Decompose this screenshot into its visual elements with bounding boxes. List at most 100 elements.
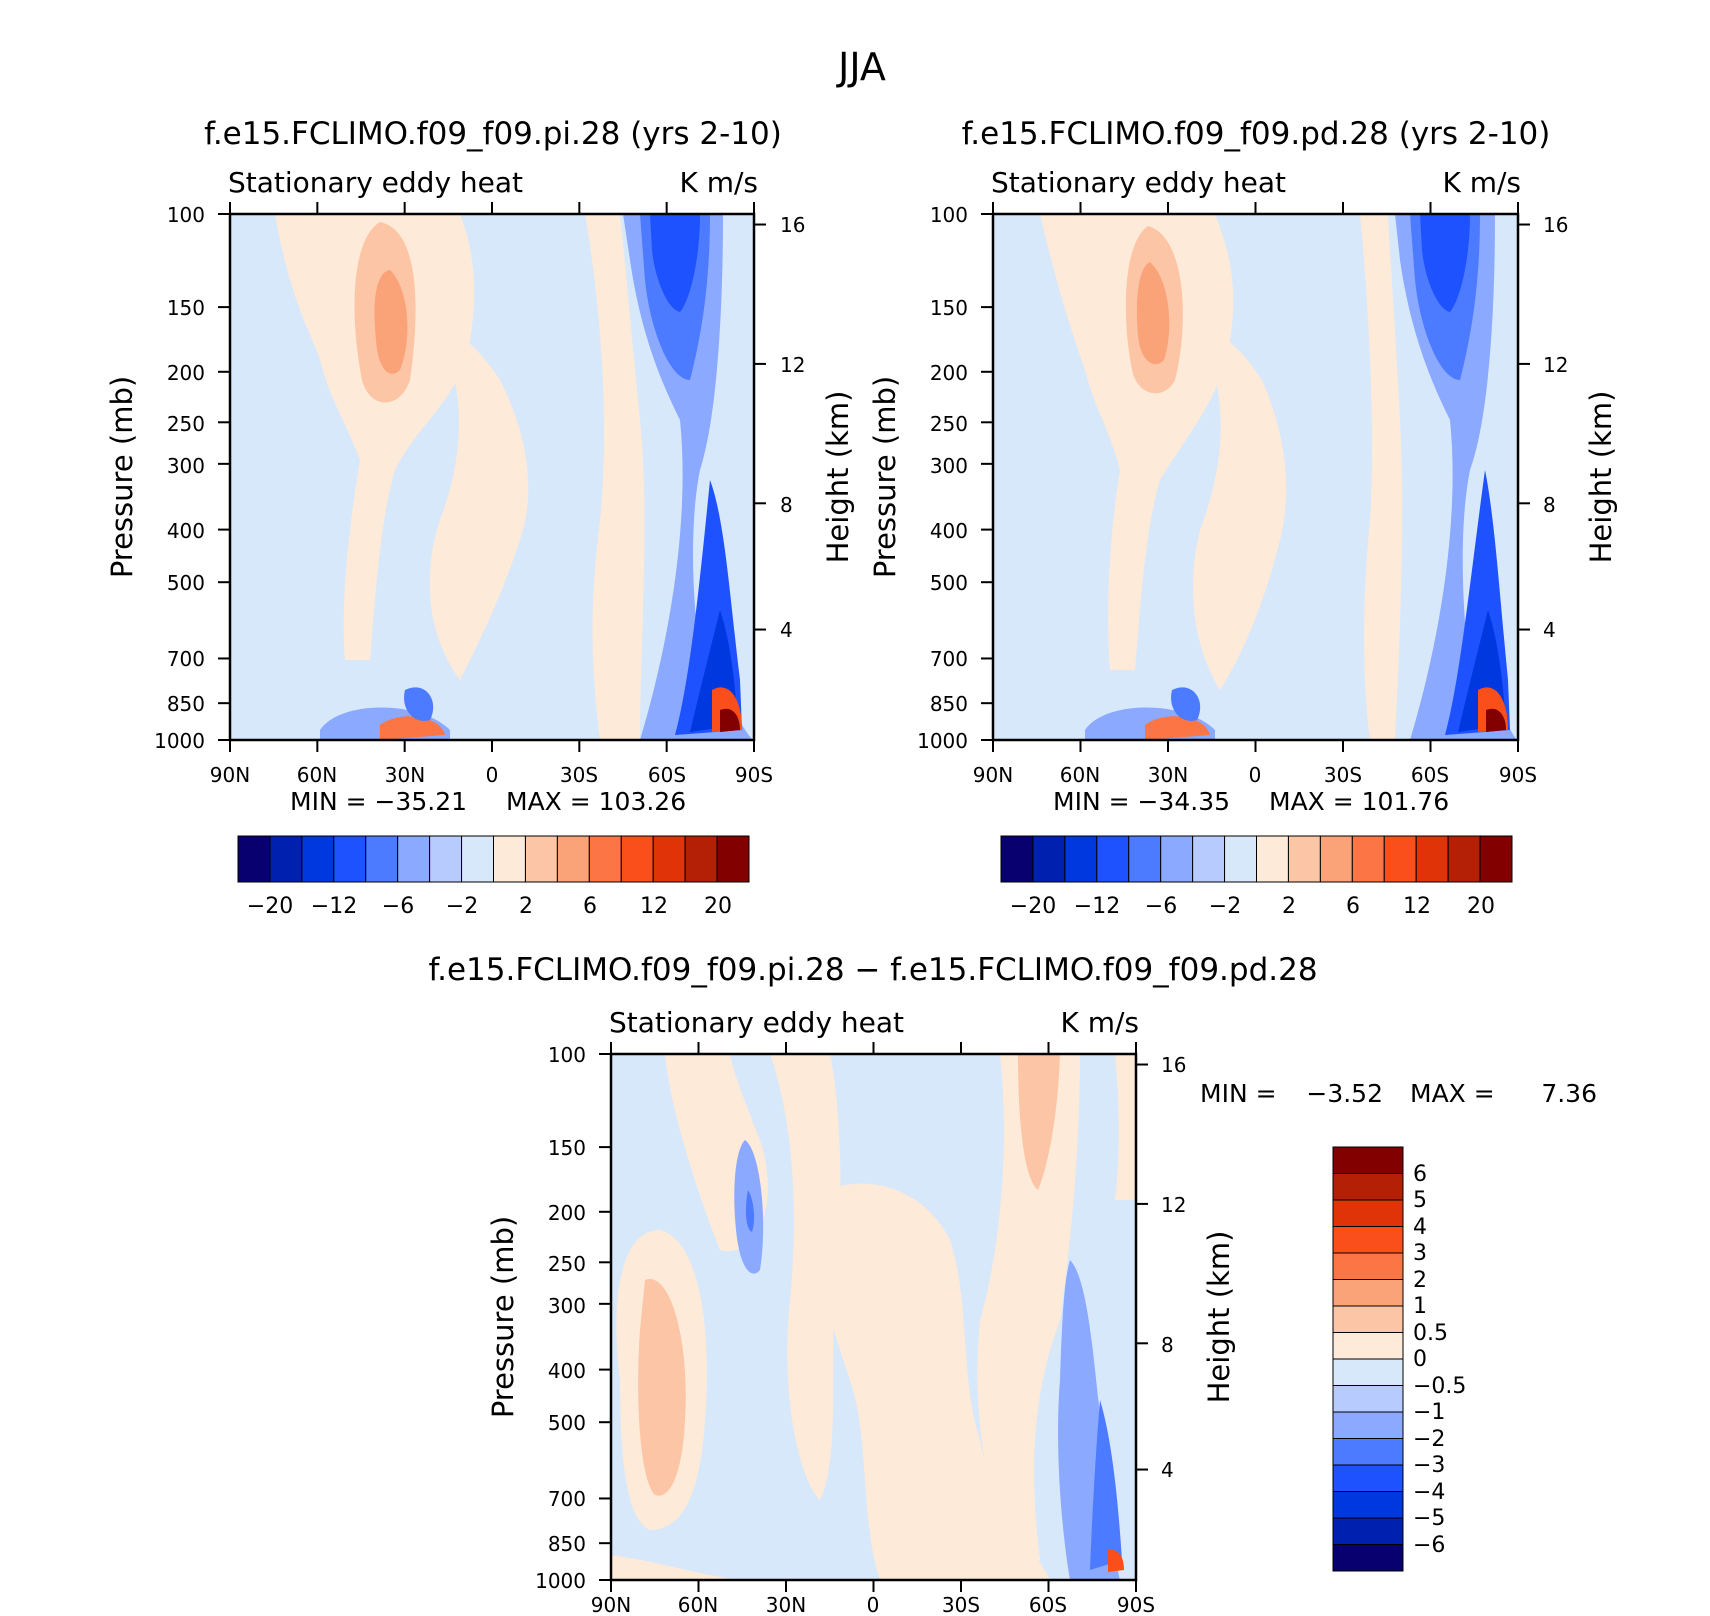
cbar-label: 2 [1413,1268,1427,1293]
ytick-right: 4 [1543,618,1556,642]
negative-region [1395,214,1518,740]
ytick-right: 4 [1161,1458,1174,1482]
positive-region [1192,330,1287,690]
positive-extreme [720,708,740,732]
colorbar-swatch [1479,835,1513,883]
positive-region [380,716,445,740]
ytick-right: 12 [1161,1193,1186,1217]
xtick: 90S [1117,1593,1155,1616]
ytick-right: 16 [780,213,805,237]
ytick: 300 [930,454,968,478]
ytick-right: 12 [1543,353,1568,377]
cbar-label: 0 [1413,1347,1427,1372]
positive-extreme [1108,1549,1124,1572]
ytick: 250 [548,1252,586,1276]
colorbar-swatch [1319,835,1353,883]
colorbar-swatch [1332,1491,1404,1519]
panel-3-y-ticks: 100 150 200 250 300 400 500 700 850 1000 [535,1043,586,1593]
negative-core [650,214,700,312]
panel-2-y-ticks: 100 150 200 250 300 400 500 700 850 1000 [917,203,968,753]
cbar-label: 0.5 [1413,1321,1448,1346]
panel-2-max: MAX = 101.76 [1269,787,1449,816]
xtick: 0 [867,1593,880,1616]
panel-2-ylabel-right: Height (km) [1584,391,1618,564]
ytick: 1000 [917,729,968,753]
cbar-label: −6 [382,894,414,919]
xtick: 30N [1148,763,1188,787]
ytick: 300 [167,454,205,478]
xtick: 90N [591,1593,631,1616]
ytick: 850 [167,692,205,716]
xtick: 90S [735,763,773,787]
ytick: 500 [930,571,968,595]
panel-2-colorbar: −20 −12 −6 −2 2 6 12 20 [1000,835,1513,919]
negative-region [623,214,754,740]
colorbar-swatch [1351,835,1385,883]
ytick-right: 4 [780,618,793,642]
ytick: 700 [548,1487,586,1511]
cbar-label: −2 [446,894,478,919]
ytick-right: 12 [780,353,805,377]
ytick: 150 [167,296,205,320]
colorbar-swatch [716,835,750,883]
cbar-label: 4 [1413,1215,1427,1240]
panel-2-subtitle-right: K m/s [1442,166,1521,199]
positive-region [1040,214,1234,670]
colorbar-swatch [1332,1385,1404,1413]
colorbar-swatch [1192,835,1226,883]
panel-2-y-right-ticks: 16 12 8 4 [1543,213,1568,642]
panel-3-min-value: −3.52 [1306,1079,1383,1108]
ytick: 500 [167,571,205,595]
ytick: 400 [548,1359,586,1383]
colorbar-swatch [524,835,558,883]
cbar-label: −20 [1010,894,1056,919]
cbar-label: 3 [1413,1241,1427,1266]
panel-2-subtitle-left: Stationary eddy heat [991,166,1286,199]
xtick: 60N [297,763,337,787]
cbar-label: −6 [1413,1533,1445,1558]
colorbar-swatch [1128,835,1162,883]
colorbar-swatch [461,835,494,883]
panel-2: f.e15.FCLIMO.f09_f09.pd.28 (yrs 2-10) St… [868,116,1618,919]
colorbar-swatch [684,835,718,883]
colorbar-swatch [556,835,590,883]
colorbar-swatch [1064,835,1098,883]
cbar-label: −12 [1074,894,1120,919]
ytick: 100 [167,203,205,227]
ytick: 500 [548,1411,586,1435]
ytick: 850 [548,1532,586,1556]
colorbar-swatch [1332,1332,1404,1360]
colorbar-swatch [1000,835,1034,883]
panel-2-field [993,214,1518,740]
xtick: 0 [486,763,499,787]
ytick: 200 [548,1201,586,1225]
panel-3-subtitle-left: Stationary eddy heat [609,1006,904,1039]
panel-1-ylabel: Pressure (mb) [105,376,139,578]
cbar-label: −12 [311,894,357,919]
panel-2-ylabel: Pressure (mb) [868,376,902,578]
ytick: 100 [548,1043,586,1067]
colorbar-swatch [1160,835,1194,883]
cbar-label: 6 [1413,1162,1427,1187]
ytick-right: 8 [1543,493,1556,517]
colorbar-swatch [1224,835,1257,883]
colorbar-swatch [493,835,526,883]
xtick: 60S [648,763,686,787]
panel-3: f.e15.FCLIMO.f09_f09.pi.28 − f.e15.FCLIM… [428,952,1597,1616]
panel-2-x-ticks: 90N 60N 30N 0 30S 60S 90S [973,763,1537,787]
axis-tick-marks [218,202,1530,1592]
colorbar-swatch [1096,835,1130,883]
colorbar-swatch [1332,1279,1404,1307]
positive-core [1018,1054,1060,1190]
panel-2-title: f.e15.FCLIMO.f09_f09.pd.28 (yrs 2-10) [962,116,1551,152]
ytick: 150 [548,1136,586,1160]
cbar-label: 2 [519,894,533,919]
colorbar-swatch [1415,835,1449,883]
colorbar-swatch [1032,835,1066,883]
ytick: 300 [548,1294,586,1318]
xtick: 60N [678,1593,718,1616]
colorbar-swatch [588,835,622,883]
cbar-label: −20 [247,894,293,919]
colorbar-swatch [652,835,686,883]
panel-3-ylabel-right: Height (km) [1202,1231,1236,1404]
